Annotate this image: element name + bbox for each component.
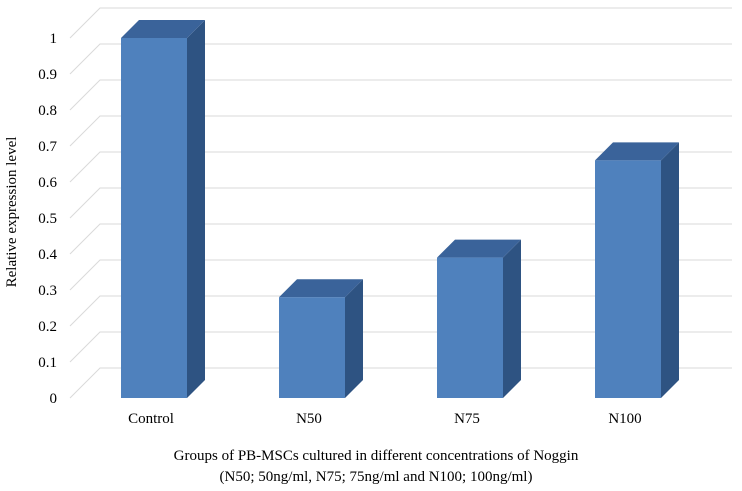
y-axis-ticks: 0 0.1 0.2 0.3 0.4 0.5 0.6 0.7 0.8 0.9 1 [38,31,57,407]
x-axis-ticks: Control N50 N75 N100 [128,411,642,427]
gridlines [69,7,732,399]
bar-top-face [121,20,205,38]
x-tick-label: N100 [608,411,641,427]
bar-top-face [595,142,679,161]
bars [121,20,679,398]
y-tick-label: 0.1 [38,355,57,371]
x-axis-subtitle: (N50; 50ng/ml, N75; 75ng/ml and N100; 10… [220,469,533,485]
x-tick-label: N50 [296,411,322,427]
bar-n100 [595,142,679,398]
gridline-4 [69,223,732,255]
gridline-2 [69,295,732,327]
y-tick-label: 0.8 [38,103,57,119]
bar-front-face [279,297,345,398]
bar-front-face [121,38,187,398]
y-tick-label: 0 [50,391,58,407]
bar-control [121,20,205,398]
gridline-5 [69,187,732,219]
gridline-0 [69,367,732,399]
y-axis-title: Relative expression level [4,137,20,288]
bar-top-face [437,239,521,258]
y-tick-label: 0.9 [38,67,57,83]
gridline-1 [69,331,732,363]
x-tick-label: N75 [454,411,480,427]
gridline-7 [69,115,732,147]
bar-side-face [503,239,521,398]
x-tick-label: Control [128,411,174,427]
bar-n75 [437,239,521,398]
gridline-9 [69,43,732,75]
bar-front-face [595,160,661,398]
gridline-8 [69,79,732,111]
gridline-10 [69,7,732,39]
bar-front-face [437,257,503,398]
bar-side-face [661,142,679,398]
y-tick-label: 0.7 [38,139,57,155]
bar-n50 [279,279,363,398]
y-tick-label: 0.2 [38,319,57,335]
x-axis-title: Groups of PB-MSCs cultured in different … [174,448,579,464]
gridline-6 [69,151,732,183]
y-tick-label: 0.3 [38,283,57,299]
y-tick-label: 0.5 [38,211,57,227]
y-tick-label: 0.6 [38,175,57,191]
bar-side-face [345,279,363,398]
bar-side-face [187,20,205,398]
y-tick-label: 1 [50,31,58,47]
gridline-3 [69,259,732,291]
bar-top-face [279,279,363,298]
y-tick-label: 0.4 [38,247,57,263]
